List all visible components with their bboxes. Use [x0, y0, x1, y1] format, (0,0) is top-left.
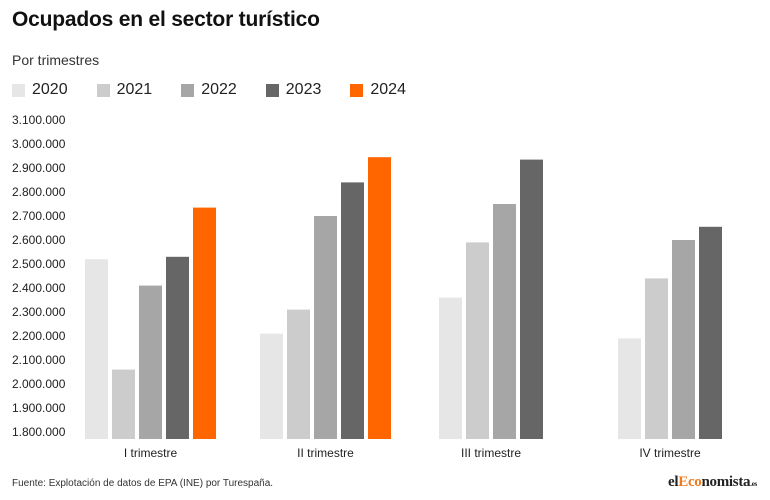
source-note: Fuente: Explotación de datos de EPA (INE… — [12, 478, 274, 489]
legend-item-1: 2021 — [96, 81, 153, 99]
x-tick-label: I trimestre — [124, 446, 178, 460]
x-tick-label: IV trimestre — [639, 446, 701, 460]
brand-text-accent: Eco — [678, 474, 702, 490]
y-tick-label: 2.500.000 — [12, 257, 66, 271]
legend-swatch-4 — [350, 83, 364, 97]
brand-text-2: nomista — [701, 474, 751, 490]
y-tick-label: 3.100.000 — [12, 113, 66, 127]
legend-label-0: 2020 — [32, 81, 68, 98]
bar-2023-2 — [341, 182, 364, 439]
bar-2022-1 — [139, 285, 162, 439]
y-tick-label: 2.800.000 — [12, 185, 66, 199]
bar-2023-3 — [520, 159, 543, 439]
legend-label-4: 2024 — [370, 81, 406, 98]
bar-2021-4 — [645, 278, 668, 439]
x-tick-label: III trimestre — [461, 446, 521, 460]
legend-swatch-3 — [265, 83, 279, 97]
y-tick-label: 2.200.000 — [12, 329, 66, 343]
bar-2023-4 — [699, 226, 722, 439]
legend-swatch-0 — [12, 83, 25, 97]
y-tick-label: 3.000.000 — [12, 137, 66, 151]
x-tick-label: II trimestre — [297, 446, 354, 460]
legend-swatch-2 — [181, 83, 195, 97]
y-tick-label: 2.000.000 — [12, 377, 66, 391]
chart-subtitle: Por trimestres — [12, 52, 100, 68]
bar-chart: 1.800.000 1.900.000 2.000.000 2.100.000 2.20… — [12, 113, 722, 460]
bar-2022-2 — [314, 216, 337, 439]
brand-logo: elEconomista.es — [668, 474, 757, 491]
legend: 2020 2021 2022 2023 2024 — [12, 80, 435, 100]
y-tick-label: 1.800.000 — [12, 425, 66, 439]
legend-swatch-1 — [96, 83, 110, 97]
y-tick-label: 2.400.000 — [12, 281, 66, 295]
y-tick-label: 1.900.000 — [12, 401, 66, 415]
legend-label-1: 2021 — [116, 81, 153, 98]
bar-2021-2 — [287, 309, 310, 439]
bar-2021-3 — [466, 242, 489, 439]
bar-2020-3 — [439, 297, 462, 439]
y-tick-label: 2.600.000 — [12, 233, 66, 247]
bar-2020-4 — [618, 338, 641, 439]
bar-2020-1 — [85, 259, 108, 439]
bar-2024-2 — [368, 157, 391, 439]
bar-2020-2 — [260, 333, 283, 439]
chart-title: Ocupados en el sector turístico — [12, 8, 320, 31]
legend-item-4: 2024 — [350, 81, 406, 99]
bar-2024-1 — [193, 207, 216, 439]
bar-2023-1 — [166, 256, 189, 439]
brand-tld: .es — [750, 480, 757, 488]
y-tick-label: 2.900.000 — [12, 161, 66, 175]
y-tick-label: 2.100.000 — [12, 353, 66, 367]
legend-item-0: 2020 — [12, 81, 68, 99]
bar-2022-3 — [493, 204, 516, 439]
y-tick-label: 2.300.000 — [12, 305, 66, 319]
legend-item-3: 2023 — [265, 81, 322, 99]
y-tick-label: 2.700.000 — [12, 209, 66, 223]
legend-item-2: 2022 — [181, 81, 237, 99]
legend-label-2: 2022 — [201, 81, 237, 98]
brand-text-1: el — [668, 474, 679, 490]
bar-2021-1 — [112, 369, 135, 439]
legend-label-3: 2023 — [285, 81, 322, 98]
bar-2022-4 — [672, 240, 695, 439]
